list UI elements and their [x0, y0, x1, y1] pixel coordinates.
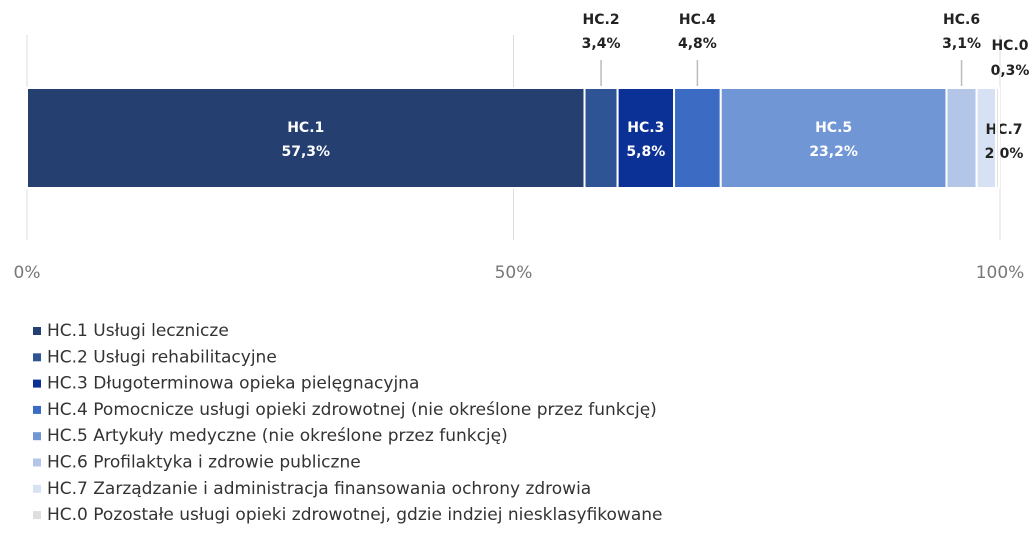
bar-segment: [616, 87, 676, 189]
legend-marker: [33, 458, 41, 467]
bar-segment: [673, 87, 722, 189]
data-label: 5,8%: [626, 144, 665, 160]
data-label-name: HC.3: [627, 120, 664, 136]
data-label: 0,3%: [991, 63, 1030, 79]
data-label: 4,8%: [678, 36, 717, 52]
data-label: 23,2%: [809, 144, 858, 160]
data-label-name: HC.7: [985, 122, 1022, 138]
data-label-name: HC.2: [583, 12, 620, 28]
legend-label: HC.4 Pomocnicze usługi opieki zdrowotnej…: [47, 400, 657, 420]
bar-segment: [995, 87, 1001, 189]
legend-marker: [33, 327, 41, 335]
legend-label: HC.0 Pozostałe usługi opieki zdrowotnej,…: [47, 505, 662, 525]
legend-label: HC.7 Zarządzanie i administracja finanso…: [47, 479, 591, 499]
bar-segment: [26, 87, 586, 189]
legend-label: HC.2 Usługi rehabilitacyjne: [47, 347, 277, 367]
legend-marker: [33, 511, 41, 520]
legend-marker: [33, 484, 41, 493]
data-label: 3,1%: [942, 36, 981, 52]
bar-segment: [583, 87, 619, 189]
legend-marker: [33, 353, 41, 362]
legend-label: HC.3 Długoterminowa opieka pielęgnacyjna: [47, 374, 419, 394]
data-label-name: HC.6: [943, 12, 980, 28]
legend-label: HC.6 Profilaktyka i zdrowie publiczne: [47, 453, 361, 473]
bar-segment: [945, 87, 978, 189]
legend-marker: [33, 379, 41, 388]
bar-segment: [719, 87, 948, 189]
data-label-name: HC.4: [679, 12, 716, 28]
data-label-name: HC.0: [991, 38, 1028, 54]
data-label-name: HC.1: [287, 120, 324, 136]
x-tick-label: 50%: [495, 263, 533, 283]
legend-label: HC.1 Usługi lecznicze: [47, 321, 229, 341]
x-tick-label: 100%: [976, 263, 1025, 283]
legend-label: HC.5 Artykuły medyczne (nie określone pr…: [47, 426, 508, 446]
legend-marker: [33, 432, 41, 441]
bar-segment: [975, 87, 998, 189]
data-label-name: HC.5: [815, 120, 852, 136]
data-label: 57,3%: [281, 144, 330, 160]
data-label: 3,4%: [582, 36, 621, 52]
data-label: 2,0%: [985, 146, 1024, 162]
x-tick-label: 0%: [14, 263, 41, 283]
legend-marker: [33, 405, 41, 414]
